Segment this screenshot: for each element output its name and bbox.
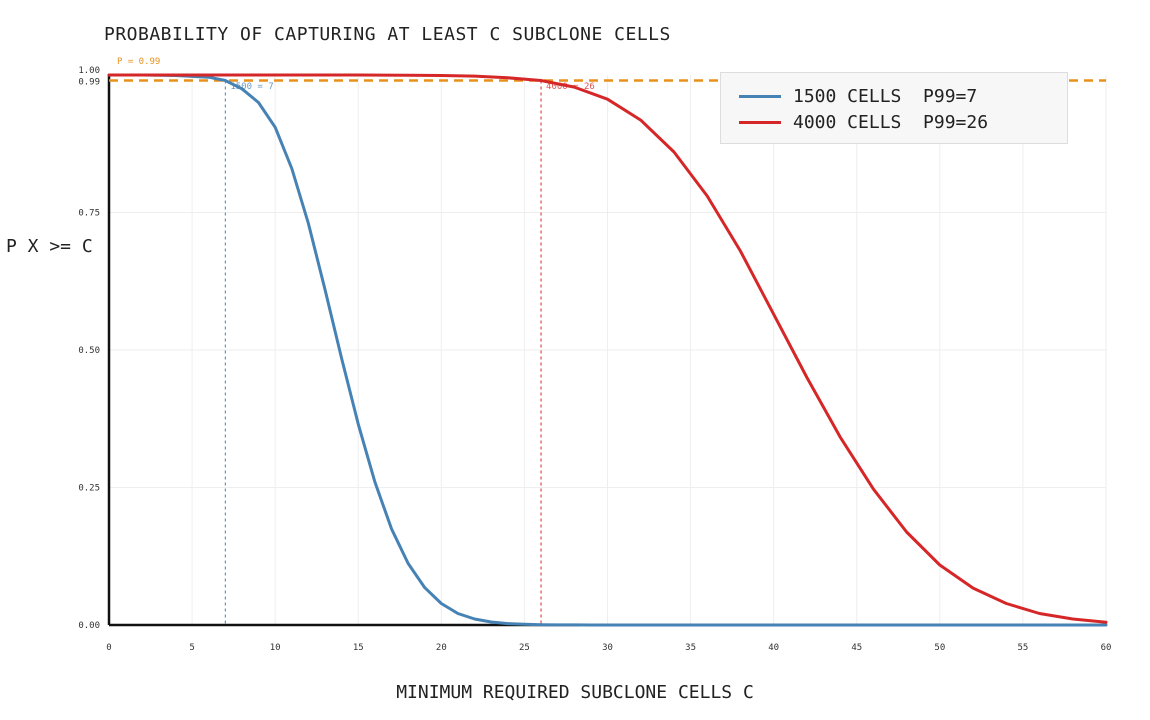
x-tick-label: 30 xyxy=(602,643,613,653)
y-tick-label: 0.25 xyxy=(78,484,100,494)
legend-swatch-4000 xyxy=(739,120,781,124)
x-tick-label: 10 xyxy=(270,643,281,653)
x-axis-label: MINIMUM REQUIRED SUBCLONE CELLS C xyxy=(396,682,754,703)
chart-title: PROBABILITY OF CAPTURING AT LEAST C SUBC… xyxy=(104,24,671,45)
legend-label-4000: 4000 CELLS P99=26 xyxy=(793,111,989,133)
threshold-label: P = 0.99 xyxy=(117,57,160,67)
y-tick-label: 1.00 xyxy=(78,66,100,76)
x-tick-label: 20 xyxy=(436,643,447,653)
x-tick-label: 25 xyxy=(519,643,530,653)
p99-marker-label: 1500 = 7 xyxy=(230,82,273,92)
x-tick-label: 60 xyxy=(1101,643,1112,653)
y-tick-label: 0.75 xyxy=(78,209,100,219)
x-tick-label: 45 xyxy=(851,643,862,653)
x-tick-label: 40 xyxy=(768,643,779,653)
x-tick-label: 50 xyxy=(934,643,945,653)
x-tick-label: 0 xyxy=(106,643,111,653)
y-axis-label: P X >= C xyxy=(6,236,93,257)
x-tick-label: 15 xyxy=(353,643,364,653)
x-tick-label: 55 xyxy=(1017,643,1028,653)
x-tick-label: 5 xyxy=(189,643,194,653)
legend: 1500 CELLS P99=7 4000 CELLS P99=26 xyxy=(720,72,1068,144)
legend-item-1500: 1500 CELLS P99=7 xyxy=(739,84,977,108)
series-line-4000 xyxy=(107,73,1108,624)
legend-swatch-1500 xyxy=(739,94,781,98)
x-tick-label: 35 xyxy=(685,643,696,653)
y-tick-label: 0.50 xyxy=(78,346,100,356)
legend-item-4000: 4000 CELLS P99=26 xyxy=(739,110,988,134)
legend-label-1500: 1500 CELLS P99=7 xyxy=(793,85,978,107)
series-line-1500 xyxy=(107,73,1108,627)
y-tick-label: 0.99 xyxy=(78,78,100,88)
y-tick-label: 0.00 xyxy=(78,621,100,631)
